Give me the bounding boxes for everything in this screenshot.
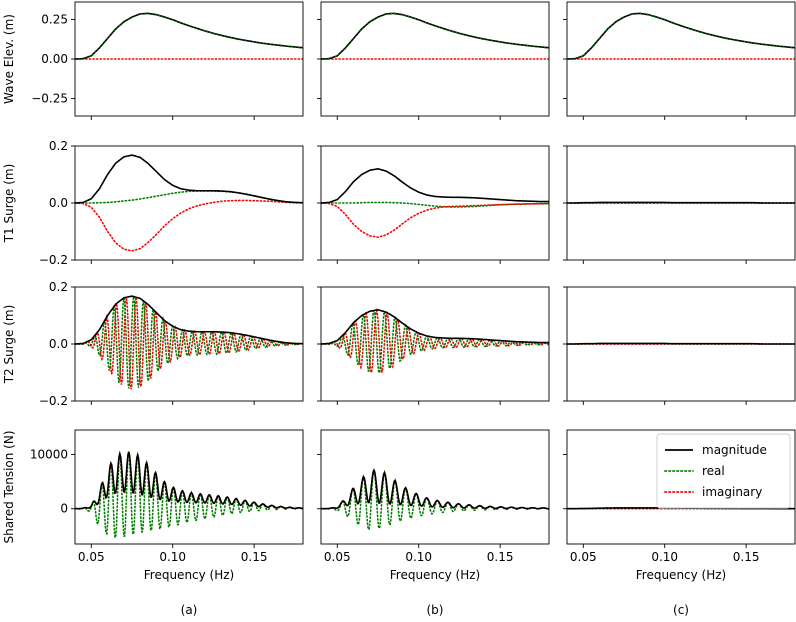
subfigure-label: (c) <box>673 603 689 617</box>
y-axis-labels: Wave Elev. (m) T1 Surge (m) T2 Surge (m) Sh… <box>2 14 16 543</box>
legend-box <box>656 433 791 509</box>
x-tick-label: 0.05 <box>324 550 351 564</box>
series-imaginary-line <box>321 202 549 239</box>
panel-r2-c3 <box>563 145 796 264</box>
x-tick-label: 0.10 <box>651 550 678 564</box>
legend-label-magnitude: magnitude <box>702 443 767 457</box>
plot-area <box>75 154 303 252</box>
y-tick-label: 0.2 <box>49 139 68 153</box>
series-magnitude-line <box>75 450 303 510</box>
subfigure-labels: (a) (b) (c) <box>181 603 689 617</box>
panel-grid: 0.25 0.00 −0.25 0.2 0.0 −0.2 0.2 0.0 −0.2 0.05 0.1… <box>30 1 796 564</box>
panel-r3-c2 <box>317 286 550 405</box>
y-axis-label: T2 Surge (m) <box>2 305 16 385</box>
panel-r1-c2 <box>317 1 550 120</box>
panel-r1-c1: 0.25 0.00 −0.25 <box>31 1 304 120</box>
subfigure-label: (a) <box>181 603 198 617</box>
axes-frame <box>74 145 304 261</box>
y-tick-label: 0.0 <box>49 196 68 210</box>
panel-r2-c1: 0.2 0.0 −0.2 <box>39 139 304 267</box>
series-real-overlay <box>321 12 549 60</box>
x-tick-label: 0.05 <box>78 550 105 564</box>
y-tick-label: 0.00 <box>41 52 68 66</box>
subfigure-label: (b) <box>427 603 444 617</box>
series-magnitude-line <box>75 295 303 345</box>
legend-label-imaginary: imaginary <box>702 485 762 499</box>
series-magnitude-line <box>567 342 795 345</box>
x-axis-label: Frequency (Hz) <box>144 568 235 582</box>
axes-frame <box>566 429 796 545</box>
legend: magnitude real imaginary <box>656 433 791 509</box>
y-tick-label: 0.0 <box>49 337 68 351</box>
x-axis-label: Frequency (Hz) <box>636 568 727 582</box>
y-tick-label: 10000 <box>30 447 68 461</box>
series-magnitude-line <box>321 167 549 204</box>
y-axis-label: T1 Surge (m) <box>2 164 16 244</box>
panel-r1-c3 <box>563 1 796 120</box>
x-axis-label: Frequency (Hz) <box>390 568 481 582</box>
plot-area <box>321 468 549 531</box>
series-real-line <box>321 469 549 531</box>
panel-r4-c1: 0.05 0.10 0.15 10000 0 <box>30 429 304 564</box>
y-tick-label: −0.25 <box>31 92 68 106</box>
series-magnitude-line <box>567 201 795 204</box>
y-tick-label: −0.2 <box>39 253 68 267</box>
y-tick-label: −0.2 <box>39 394 68 408</box>
legend-label-real: real <box>702 464 725 478</box>
plot-area <box>75 295 303 390</box>
plot-area <box>567 201 795 204</box>
y-tick-label: 0 <box>60 502 68 516</box>
series-magnitude-line <box>75 12 303 60</box>
plot-area <box>321 12 549 60</box>
series-magnitude-line <box>321 12 549 60</box>
x-axis-labels: Frequency (Hz) Frequency (Hz) Frequency (H… <box>144 568 727 582</box>
series-magnitude-line <box>567 12 795 60</box>
y-tick-label: 0.25 <box>41 12 68 26</box>
series-real-line <box>75 296 303 389</box>
plot-area <box>75 450 303 539</box>
series-real-line <box>75 451 303 539</box>
plot-area <box>321 307 549 376</box>
axes-frame <box>74 429 304 545</box>
plot-area <box>321 167 549 239</box>
panel-r3-c1: 0.2 0.0 −0.2 <box>39 280 304 408</box>
y-tick-label: 0.2 <box>49 280 68 294</box>
x-tick-label: 0.10 <box>159 550 186 564</box>
x-tick-label: 0.15 <box>241 550 268 564</box>
panel-r4-c3: 0.05 0.10 0.15 <box>563 429 796 564</box>
panel-r3-c3 <box>563 286 796 405</box>
x-tick-label: 0.15 <box>733 550 760 564</box>
y-axis-label: Shared Tension (N) <box>2 430 16 543</box>
x-tick-label: 0.15 <box>487 550 514 564</box>
axes-frame <box>320 429 550 545</box>
plot-area <box>75 12 303 60</box>
x-tick-label: 0.10 <box>405 550 432 564</box>
plot-area <box>567 12 795 60</box>
x-tick-label: 0.05 <box>570 550 597 564</box>
panel-r2-c2 <box>317 145 550 264</box>
series-magnitude-line <box>321 468 549 510</box>
series-real-overlay <box>75 12 303 60</box>
y-axis-label: Wave Elev. (m) <box>2 14 16 104</box>
panel-r4-c2: 0.05 0.10 0.15 <box>317 429 550 564</box>
series-magnitude-line <box>75 154 303 204</box>
series-real-overlay <box>567 12 795 60</box>
series-imaginary-line <box>75 199 303 252</box>
series-magnitude-line <box>321 308 549 345</box>
plot-area <box>567 342 795 345</box>
